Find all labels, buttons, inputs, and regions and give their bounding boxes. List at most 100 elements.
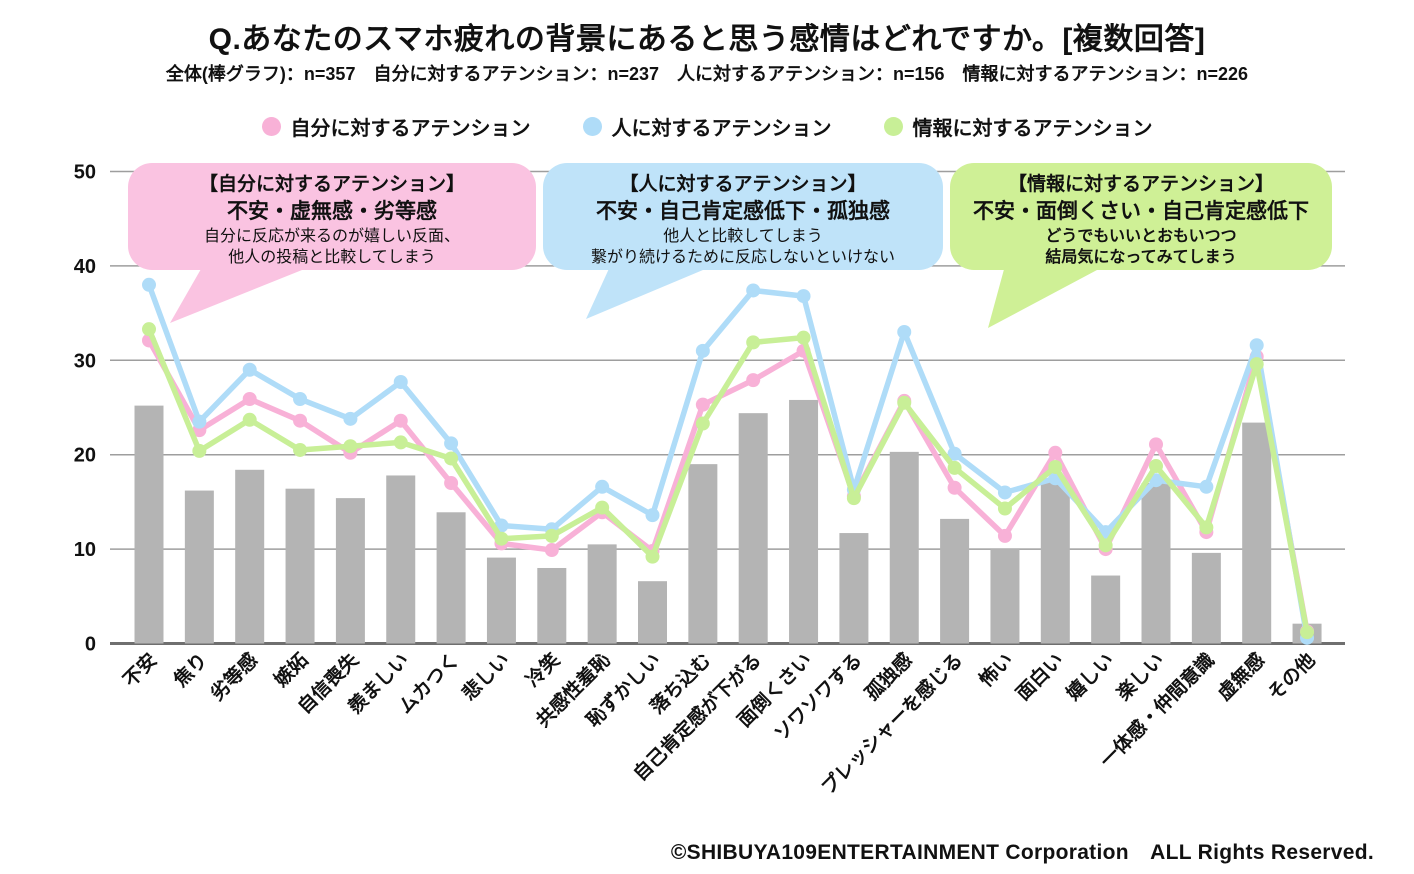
line-point	[293, 413, 308, 428]
line-point	[343, 411, 358, 426]
bar	[1141, 483, 1171, 644]
line-series	[146, 282, 1310, 641]
bar	[436, 512, 466, 644]
page-title: Q.あなたのスマホ疲れの背景にあると思う感情はどれですか。[複数回答]	[208, 23, 1206, 56]
line-point	[242, 412, 257, 427]
line-point	[142, 277, 156, 292]
sample-size-note: 全体(棒グラフ)：n=357 自分に対するアテンション：n=237 人に対するア…	[165, 64, 1249, 84]
bar	[738, 413, 768, 644]
legend-label: 情報に対するアテンション	[912, 118, 1153, 140]
line-point	[1149, 473, 1163, 488]
x-category-label: 悲しい	[457, 648, 514, 705]
bar	[587, 544, 617, 644]
line-point	[192, 443, 207, 458]
line-point	[494, 531, 509, 546]
line-point	[293, 392, 308, 407]
line-point	[595, 479, 610, 494]
bar	[486, 557, 516, 644]
line-point	[242, 362, 257, 377]
bar	[789, 399, 819, 644]
callout-emphasis: 不安・自己肯定感低下・孤独感	[596, 200, 890, 223]
bar	[688, 464, 718, 644]
bar	[638, 581, 667, 644]
line-point	[242, 392, 257, 407]
legend-item-people: 人に対するアテンション	[582, 112, 832, 141]
legend-item-info: 情報に対するアテンション	[883, 112, 1153, 141]
line-point	[1249, 338, 1264, 353]
line-point	[997, 501, 1012, 516]
legend-dot-icon	[883, 117, 903, 136]
line-point	[1199, 520, 1214, 535]
line-point	[846, 491, 861, 506]
y-tick-label: 0	[85, 634, 96, 656]
line-point	[1098, 538, 1113, 553]
line-point	[192, 414, 207, 429]
line-point	[897, 324, 912, 339]
bar	[134, 405, 164, 644]
bar	[285, 488, 315, 644]
line-point	[142, 322, 156, 337]
line-point	[947, 480, 962, 495]
line-point	[1199, 479, 1214, 494]
callout-body-line: 繋がり続けるために反応しないといけない	[590, 249, 895, 266]
line-point	[1300, 625, 1315, 640]
line-point	[293, 442, 308, 457]
line-point	[997, 485, 1012, 500]
line-point	[1048, 459, 1063, 474]
line-point	[393, 413, 408, 428]
line-point	[746, 373, 761, 388]
line-point	[1149, 459, 1163, 474]
line-point	[1149, 437, 1163, 452]
x-category-label: 劣等感	[206, 648, 263, 705]
line-series	[146, 326, 1310, 635]
legend-dot-icon	[261, 117, 281, 136]
line-point	[343, 439, 358, 454]
callout-title: 【自分に対するアテンション】	[198, 174, 465, 195]
callout-tail	[586, 262, 722, 319]
line-point	[544, 543, 559, 558]
callout-emphasis: 不安・面倒くさい・自己肯定感低下	[973, 200, 1309, 223]
bar	[184, 490, 214, 644]
line-point	[1048, 445, 1063, 460]
line-point	[393, 435, 408, 450]
callout-body-line: 他人の投稿と比較してしまう	[228, 249, 436, 266]
legend-dot-icon	[582, 117, 602, 136]
line-point	[595, 500, 610, 515]
x-category-label: ソワソワする	[770, 649, 866, 745]
bar	[1191, 552, 1221, 644]
y-tick-label: 50	[74, 162, 96, 184]
line-point	[746, 335, 761, 350]
bar	[335, 498, 365, 644]
x-category-label: 嫉妬	[269, 648, 312, 691]
line-point	[444, 451, 459, 466]
line-point	[544, 528, 559, 543]
legend-label: 自分に対するアテンション	[290, 118, 531, 140]
line-point	[997, 528, 1012, 543]
y-tick-label: 10	[74, 539, 96, 561]
line-point	[947, 460, 962, 475]
line-point	[947, 446, 962, 461]
callout-body-line: どうでもいいとおもいつつ	[1045, 228, 1237, 245]
callout-title: 【人に対するアテンション】	[619, 174, 867, 195]
line-point	[796, 289, 811, 304]
x-category-label: 嬉しい	[1062, 648, 1119, 705]
x-category-label: 面白い	[1011, 648, 1068, 705]
bar	[990, 549, 1020, 644]
line-point	[695, 397, 710, 412]
x-category-label: 焦り	[168, 648, 212, 692]
callout-title: 【情報に対するアテンション】	[1007, 174, 1274, 195]
bar	[889, 451, 919, 644]
chart-legend: 自分に対するアテンション 人に対するアテンション 情報に対するアテンション	[0, 112, 1414, 141]
y-tick-label: 20	[74, 445, 96, 467]
line-point	[746, 283, 761, 298]
copyright-notice: ©SHIBUYA109ENTERTAINMENT Corporation ALL…	[670, 841, 1374, 864]
x-category-label: 怖い	[974, 648, 1017, 691]
bar	[1091, 575, 1121, 644]
callout-self-attention: 【自分に対するアテンション】 不安・虚無感・劣等感 自分に反応が来るのが嬉しい反…	[128, 163, 536, 270]
line-point	[393, 375, 408, 390]
x-category-label: 冷笑	[521, 648, 564, 691]
bar	[235, 469, 265, 644]
bar	[386, 475, 416, 644]
